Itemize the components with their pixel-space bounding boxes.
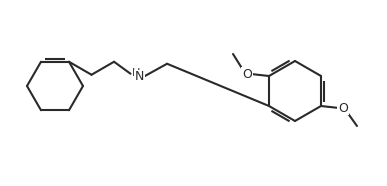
Text: O: O [338,102,348,115]
Text: N: N [135,70,144,83]
Text: O: O [242,68,252,81]
Text: H: H [132,68,141,78]
